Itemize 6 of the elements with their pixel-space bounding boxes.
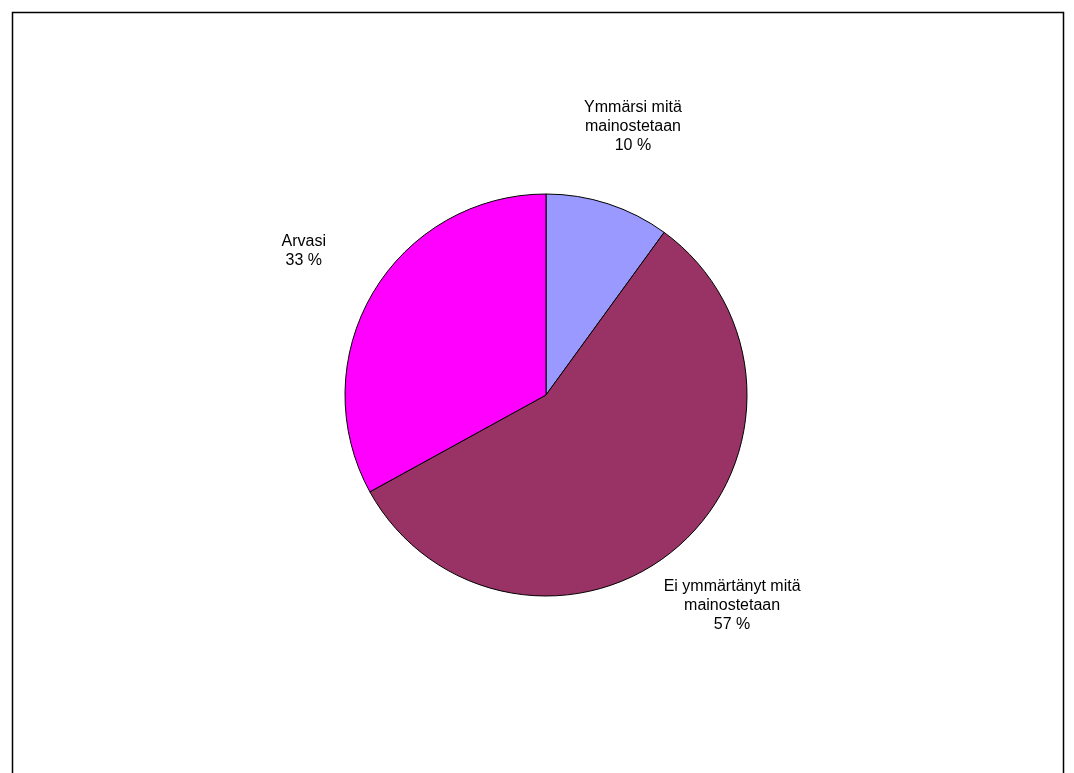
data-label: 33 % — [285, 251, 323, 269]
slice-label: Ymmärsi mitä mainostetaan — [584, 98, 682, 135]
slice-label: Arvasi — [281, 232, 327, 250]
slice-label: Ei ymmärtänyt mitä mainostetaan — [663, 577, 801, 614]
data-label: 57 % — [713, 615, 751, 633]
data-label: 10 % — [614, 136, 652, 154]
